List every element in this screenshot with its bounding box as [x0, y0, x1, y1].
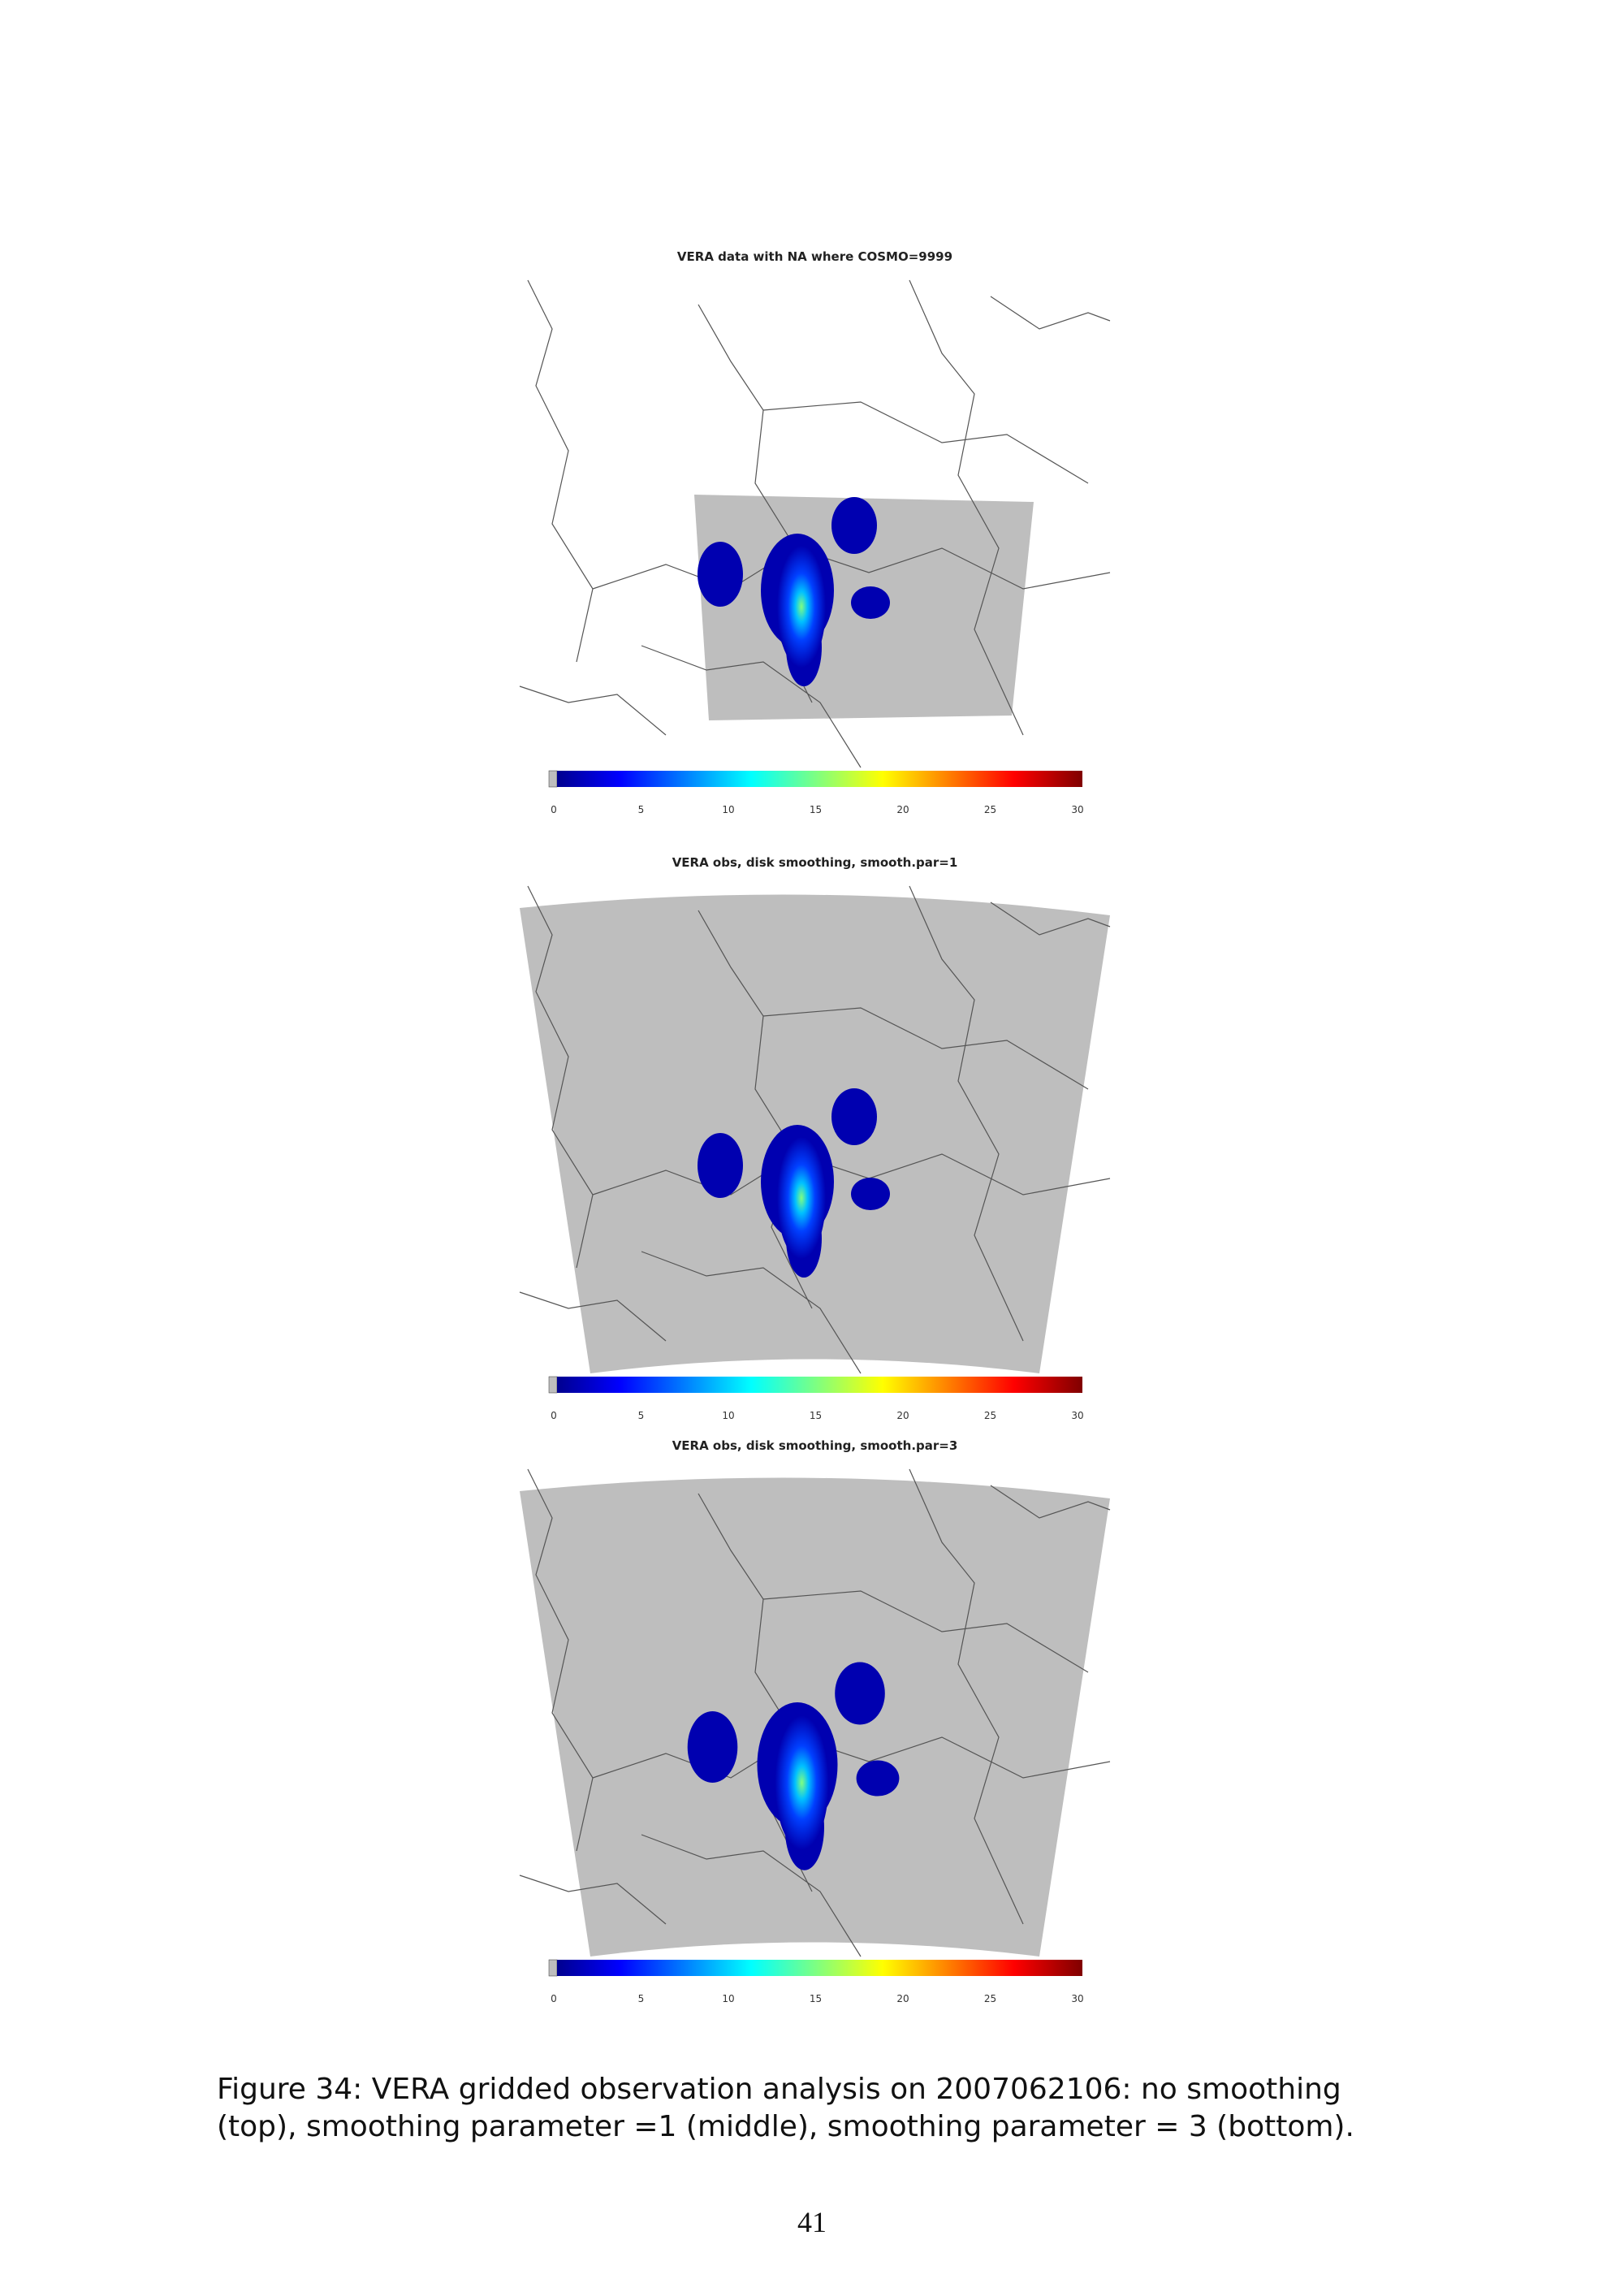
figure-caption: Figure 34: VERA gridded observation anal… [217, 2073, 1354, 2143]
colorbar-na [548, 770, 558, 788]
precip-blob [851, 1178, 890, 1210]
country-border [990, 1485, 1111, 1519]
precip-blob [835, 1662, 885, 1725]
colorbar-tick-label: 25 [984, 1410, 996, 1421]
precip-field [687, 1662, 900, 1870]
country-border [762, 401, 1089, 484]
colorbar-tick-label: 30 [1071, 1993, 1083, 2004]
panel-title: VERA data with NA where COSMO=9999 [676, 249, 953, 264]
precip-blob [856, 1760, 900, 1797]
precip-core [775, 1715, 829, 1850]
precip-field [698, 1088, 890, 1278]
precip-core [777, 1137, 826, 1259]
country-border [519, 1874, 667, 1925]
country-border [527, 279, 594, 663]
country-border [698, 910, 813, 1309]
country-border [641, 645, 862, 768]
country-border [519, 685, 667, 736]
country-border [519, 1291, 667, 1342]
colorbar-tick-label: 0 [551, 1410, 557, 1421]
precip-blob [698, 1133, 743, 1198]
country-border [795, 1153, 1111, 1196]
map-panel: 0 5 10 15 20 25 30 [519, 1468, 1111, 2004]
precip-blob [831, 497, 877, 554]
country-border [762, 1590, 1089, 1673]
country-border [762, 1007, 1089, 1090]
precip-core [777, 546, 826, 668]
country-border [909, 1468, 1024, 1925]
colorbar-na [548, 1376, 558, 1394]
colorbar [557, 1377, 1082, 1393]
colorbar-tick-label: 20 [896, 804, 909, 815]
panel-title: VERA obs, disk smoothing, smooth.par=1 [672, 855, 958, 870]
colorbar-tick-label: 5 [638, 804, 645, 815]
colorbar-tick-label: 25 [984, 1993, 996, 2004]
country-border [795, 547, 1111, 590]
map-panel: 0 5 10 15 20 25 30 [519, 885, 1111, 1421]
colorbar-tick-label: 15 [810, 804, 822, 815]
colorbar-tick-label: 10 [722, 1410, 734, 1421]
colorbar-tick-label: 5 [638, 1993, 645, 2004]
precip-blob [698, 542, 743, 607]
colorbar-tick-label: 0 [551, 804, 557, 815]
precip-blob [687, 1711, 738, 1783]
colorbar [557, 771, 1082, 787]
colorbar-tick-label: 10 [722, 1993, 734, 2004]
precip-blob [851, 586, 890, 619]
colorbar-tick-label: 15 [810, 1993, 822, 2004]
colorbar-tick-label: 30 [1071, 804, 1083, 815]
colorbar-tick-label: 10 [722, 804, 734, 815]
precip-field [698, 497, 890, 686]
page-number: 41 [797, 2206, 827, 2238]
precip-blob [831, 1088, 877, 1145]
panel-title: VERA obs, disk smoothing, smooth.par=3 [672, 1438, 958, 1453]
colorbar-tick-label: 0 [551, 1993, 557, 2004]
country-border [641, 1251, 862, 1374]
colorbar-tick-label: 15 [810, 1410, 822, 1421]
country-border [990, 902, 1111, 936]
colorbar [557, 1960, 1082, 1976]
country-border [795, 1736, 1111, 1779]
colorbar-tick-label: 30 [1071, 1410, 1083, 1421]
colorbar-tick-label: 5 [638, 1410, 645, 1421]
country-border [641, 1834, 862, 1957]
colorbar-tick-label: 20 [896, 1993, 909, 2004]
country-border [990, 296, 1111, 330]
colorbar-tick-label: 20 [896, 1410, 909, 1421]
map-panel: 0 5 10 15 20 25 30 [519, 279, 1111, 815]
colorbar-na [548, 1959, 558, 1977]
colorbar-tick-label: 25 [984, 804, 996, 815]
country-border [909, 279, 1024, 736]
country-border [909, 885, 1024, 1342]
